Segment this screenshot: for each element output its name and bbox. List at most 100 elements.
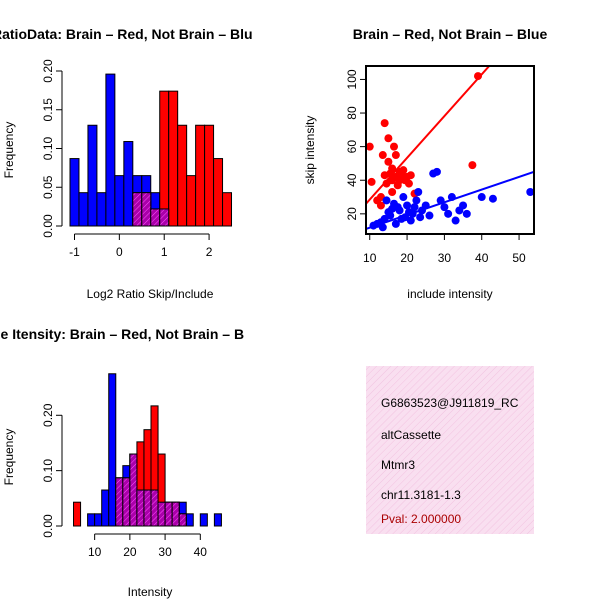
scatter-point-not-brain xyxy=(459,201,468,210)
ratio-histogram-bar-brain xyxy=(159,90,170,227)
intensity-histogram-bar-overlap xyxy=(143,489,152,527)
ratio-histogram-panel: RatioData: Brain – Red, Not Brain – Blu … xyxy=(0,26,253,301)
intensity-histogram-bar-overlap xyxy=(178,513,187,527)
ratio-histogram-bar-not-brain xyxy=(114,175,125,227)
scatter-y-tick-label: 20 xyxy=(345,207,359,221)
scatter-point-not-brain xyxy=(488,194,497,203)
intensity-histogram-bar-overlap xyxy=(164,501,173,527)
ratio-histogram-bar-brain xyxy=(213,158,224,227)
scatter-point-not-brain xyxy=(526,188,534,196)
scatter-point-brain xyxy=(391,151,400,160)
intensity-histogram-ylabel: Frequency xyxy=(2,429,16,486)
scatter-title: Brain – Red, Not Brain – Blue xyxy=(353,26,548,42)
scatter-y-tick-label: 60 xyxy=(345,140,359,154)
scatter-point-not-brain xyxy=(477,193,486,202)
scatter-point-not-brain xyxy=(432,167,441,176)
scatter-point-not-brain xyxy=(382,196,391,205)
info-pvalue: Pval: 2.000000 xyxy=(381,512,461,526)
intensity-histogram-panel: ne Itensity: Brain – Red, Not Brain – B … xyxy=(0,326,244,599)
ratio-histogram-title: RatioData: Brain – Red, Not Brain – Blu xyxy=(0,26,253,42)
ratio-histogram-bar-overlap xyxy=(159,208,170,227)
ratio-histogram-bar-not-brain xyxy=(96,192,107,227)
scatter-x-tick-label: 10 xyxy=(363,251,377,265)
scatter-ylabel: skip intensity xyxy=(303,116,317,185)
scatter-point-not-brain xyxy=(425,211,434,220)
intensity-histogram-bar-overlap xyxy=(150,489,159,527)
ratio-histogram-bar-brain xyxy=(195,124,206,227)
intensity-histogram-x-tick-label: 20 xyxy=(123,545,137,559)
intensity-histogram-bar-not-brain xyxy=(101,489,110,527)
scatter-point-not-brain xyxy=(395,206,404,215)
info-event-type: altCassette xyxy=(381,428,441,442)
scatter-point-not-brain xyxy=(378,223,387,232)
ratio-histogram-bar-brain xyxy=(168,90,179,227)
scatter-point-brain xyxy=(380,119,389,128)
ratio-histogram-y-tick-label: 0.15 xyxy=(41,98,55,122)
intensity-histogram-xlabel: Intensity xyxy=(128,585,173,599)
intensity-histogram-bar-not-brain xyxy=(199,513,208,527)
scatter-point-brain xyxy=(468,161,477,170)
intensity-histogram-x-tick-label: 40 xyxy=(194,545,208,559)
scatter-y-tick-label: 80 xyxy=(345,106,359,120)
ratio-histogram-bar-not-brain xyxy=(87,124,98,227)
scatter-point-not-brain xyxy=(403,201,412,210)
ratio-histogram-bar-overlap xyxy=(141,192,152,227)
scatter-point-not-brain xyxy=(386,211,395,220)
ratio-histogram-bar-brain xyxy=(186,175,197,227)
scatter-x-tick-label: 50 xyxy=(512,251,526,265)
ratio-histogram-ylabel: Frequency xyxy=(2,122,16,179)
info-location: chr11.3181-1.3 xyxy=(381,488,461,502)
ratio-histogram-bar-overlap xyxy=(150,208,161,227)
intensity-histogram-title: ne Itensity: Brain – Red, Not Brain – B xyxy=(0,326,244,342)
scatter-point-not-brain xyxy=(391,219,400,228)
ratio-histogram-y-tick-label: 0.00 xyxy=(41,214,55,238)
ratio-histogram-x-tick-label: 2 xyxy=(206,245,213,259)
intensity-histogram-bar-not-brain xyxy=(94,513,103,527)
scatter-plot-area xyxy=(366,66,534,232)
scatter-x-tick-label: 20 xyxy=(400,251,414,265)
scatter-point-not-brain xyxy=(412,196,421,205)
intensity-histogram-bar-overlap xyxy=(122,477,131,527)
intensity-histogram-bar-not-brain xyxy=(185,513,194,527)
info-probe-id: G6863523@J911819_RC xyxy=(381,396,519,410)
scatter-point-not-brain xyxy=(410,203,419,212)
scatter-point-brain xyxy=(384,134,393,143)
scatter-x-tick-label: 30 xyxy=(438,251,452,265)
ratio-histogram-bar-not-brain xyxy=(69,158,80,227)
ratio-histogram-x-tick-label: 1 xyxy=(161,245,168,259)
scatter-point-not-brain xyxy=(440,203,449,212)
intensity-histogram-bar-not-brain xyxy=(213,513,222,527)
scatter-point-brain xyxy=(399,166,408,175)
intensity-histogram-bar-overlap xyxy=(129,453,138,527)
intensity-histogram-bar-brain xyxy=(73,501,82,527)
scatter-point-brain xyxy=(388,164,397,173)
intensity-histogram-bar-overlap xyxy=(157,501,166,527)
scatter-point-brain xyxy=(384,157,393,166)
info-box-background xyxy=(366,366,534,534)
scatter-point-brain xyxy=(366,142,374,151)
scatter-xlabel: include intensity xyxy=(407,287,492,301)
ratio-histogram-y-tick-label: 0.05 xyxy=(41,175,55,199)
ratio-histogram-bar-not-brain xyxy=(78,192,89,227)
intensity-scatter-panel: Brain – Red, Not Brain – Blue include in… xyxy=(303,26,547,301)
intensity-histogram-y-tick-label: 0.00 xyxy=(41,514,55,538)
scatter-frame xyxy=(365,65,535,235)
intensity-histogram-bar-overlap xyxy=(136,489,145,527)
ratio-histogram-y-tick-label: 0.20 xyxy=(41,59,55,83)
scatter-point-not-brain xyxy=(406,216,415,225)
intensity-histogram-y-tick-label: 0.10 xyxy=(41,459,55,483)
scatter-point-brain xyxy=(406,171,415,180)
scatter-point-brain xyxy=(378,151,387,160)
ratio-histogram-bar-not-brain xyxy=(105,73,116,227)
scatter-point-not-brain xyxy=(399,193,408,202)
scatter-point-not-brain xyxy=(451,216,460,225)
scatter-point-brain xyxy=(388,188,397,196)
scatter-point-brain xyxy=(376,201,385,210)
ratio-histogram-x-tick-label: -1 xyxy=(69,245,80,259)
ratio-histogram-bar-brain xyxy=(204,124,215,227)
scatter-y-tick-label: 100 xyxy=(345,69,359,89)
scatter-point-not-brain xyxy=(414,188,423,196)
ratio-histogram-bar-overlap xyxy=(132,192,143,227)
scatter-point-brain xyxy=(367,177,376,186)
